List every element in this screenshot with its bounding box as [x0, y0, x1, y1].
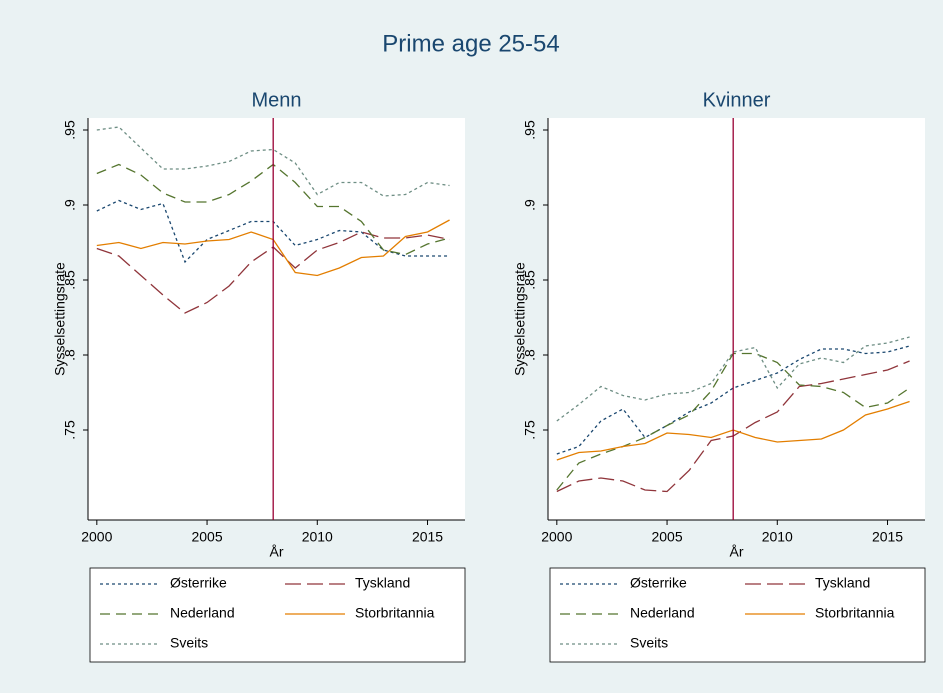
legend-label: Nederland: [170, 605, 235, 621]
legend-label: Østerrike: [170, 575, 227, 591]
y-tick-label: .8: [522, 349, 538, 361]
x-tick-label: 2010: [302, 529, 333, 545]
legend-label: Storbritannia: [355, 605, 435, 621]
plot-area: [548, 118, 925, 520]
y-tick-label: .75: [522, 420, 538, 440]
series-line: [556, 345, 910, 455]
y-tick-label: .9: [62, 199, 78, 211]
x-axis-title: År: [270, 544, 284, 560]
series-line: [96, 126, 450, 197]
legend-label: Østerrike: [630, 575, 687, 591]
y-tick-label: .95: [522, 120, 538, 140]
x-tick-label: 2015: [412, 529, 443, 545]
legend-label: Nederland: [630, 605, 695, 621]
x-tick-label: 2000: [81, 529, 112, 545]
y-tick-label: .95: [62, 120, 78, 140]
legend-label: Tyskland: [815, 575, 870, 591]
legend-label: Sveits: [630, 635, 668, 651]
y-tick-label: .9: [522, 199, 538, 211]
legend-label: Tyskland: [355, 575, 410, 591]
x-tick-label: 2005: [651, 529, 682, 545]
panel-title: Kvinner: [703, 89, 771, 111]
y-axis-title: Sysselsettingsrate: [512, 262, 528, 376]
legend-label: Storbritannia: [815, 605, 895, 621]
y-axis-title: Sysselsettingsrate: [52, 262, 68, 376]
plot-area: [88, 118, 465, 520]
y-tick-label: .85: [62, 270, 78, 290]
x-tick-label: 2015: [872, 529, 903, 545]
x-axis-title: År: [730, 544, 744, 560]
panel-title: Menn: [251, 89, 301, 111]
x-tick-label: 2010: [762, 529, 793, 545]
legend: [549, 567, 926, 663]
y-tick-label: .75: [62, 420, 78, 440]
y-tick-label: .8: [62, 349, 78, 361]
figure-title: Prime age 25-54: [382, 30, 559, 57]
x-tick-label: 2005: [191, 529, 222, 545]
legend-label: Sveits: [170, 635, 208, 651]
y-tick-label: .85: [522, 270, 538, 290]
legend: [89, 567, 466, 663]
x-tick-label: 2000: [541, 529, 572, 545]
